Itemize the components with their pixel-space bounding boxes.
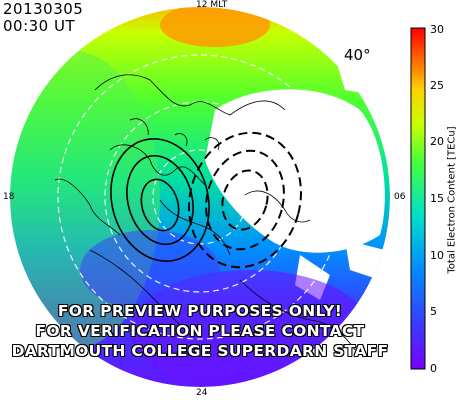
colorbar-tick: 30 xyxy=(430,23,444,36)
mlt-label-right: 06 xyxy=(394,192,406,202)
watermark-line-2: FOR VERIFICATION PLEASE CONTACT xyxy=(35,322,365,340)
watermark-line-3: DARTMOUTH COLLEGE SUPERDARN STAFF xyxy=(11,342,389,360)
convection-contours-dashed xyxy=(188,131,302,269)
mlt-label-bottom: 24 xyxy=(196,388,208,398)
time-label: 00:30 UT xyxy=(3,17,76,35)
colorbar-title: Total Electron Content [TECu] xyxy=(446,126,458,274)
colorbar-tick: 5 xyxy=(430,305,437,318)
mlt-label-top: 12 MLT xyxy=(196,0,228,10)
colorbar-tick: 25 xyxy=(430,79,444,92)
colorbar xyxy=(410,27,426,370)
date-label: 20130305 xyxy=(3,0,84,18)
colorbar-tick: 10 xyxy=(430,249,444,262)
coastlines xyxy=(54,74,356,351)
latitude-label: 40° xyxy=(344,46,371,64)
mlt-label-left: 18 xyxy=(3,192,15,202)
colorbar-tick: 15 xyxy=(430,192,444,205)
colorbar-tick: 20 xyxy=(430,135,444,148)
colorbar-tick: 0 xyxy=(430,362,437,375)
watermark-line-1: FOR PREVIEW PURPOSES ONLY! xyxy=(57,302,343,320)
